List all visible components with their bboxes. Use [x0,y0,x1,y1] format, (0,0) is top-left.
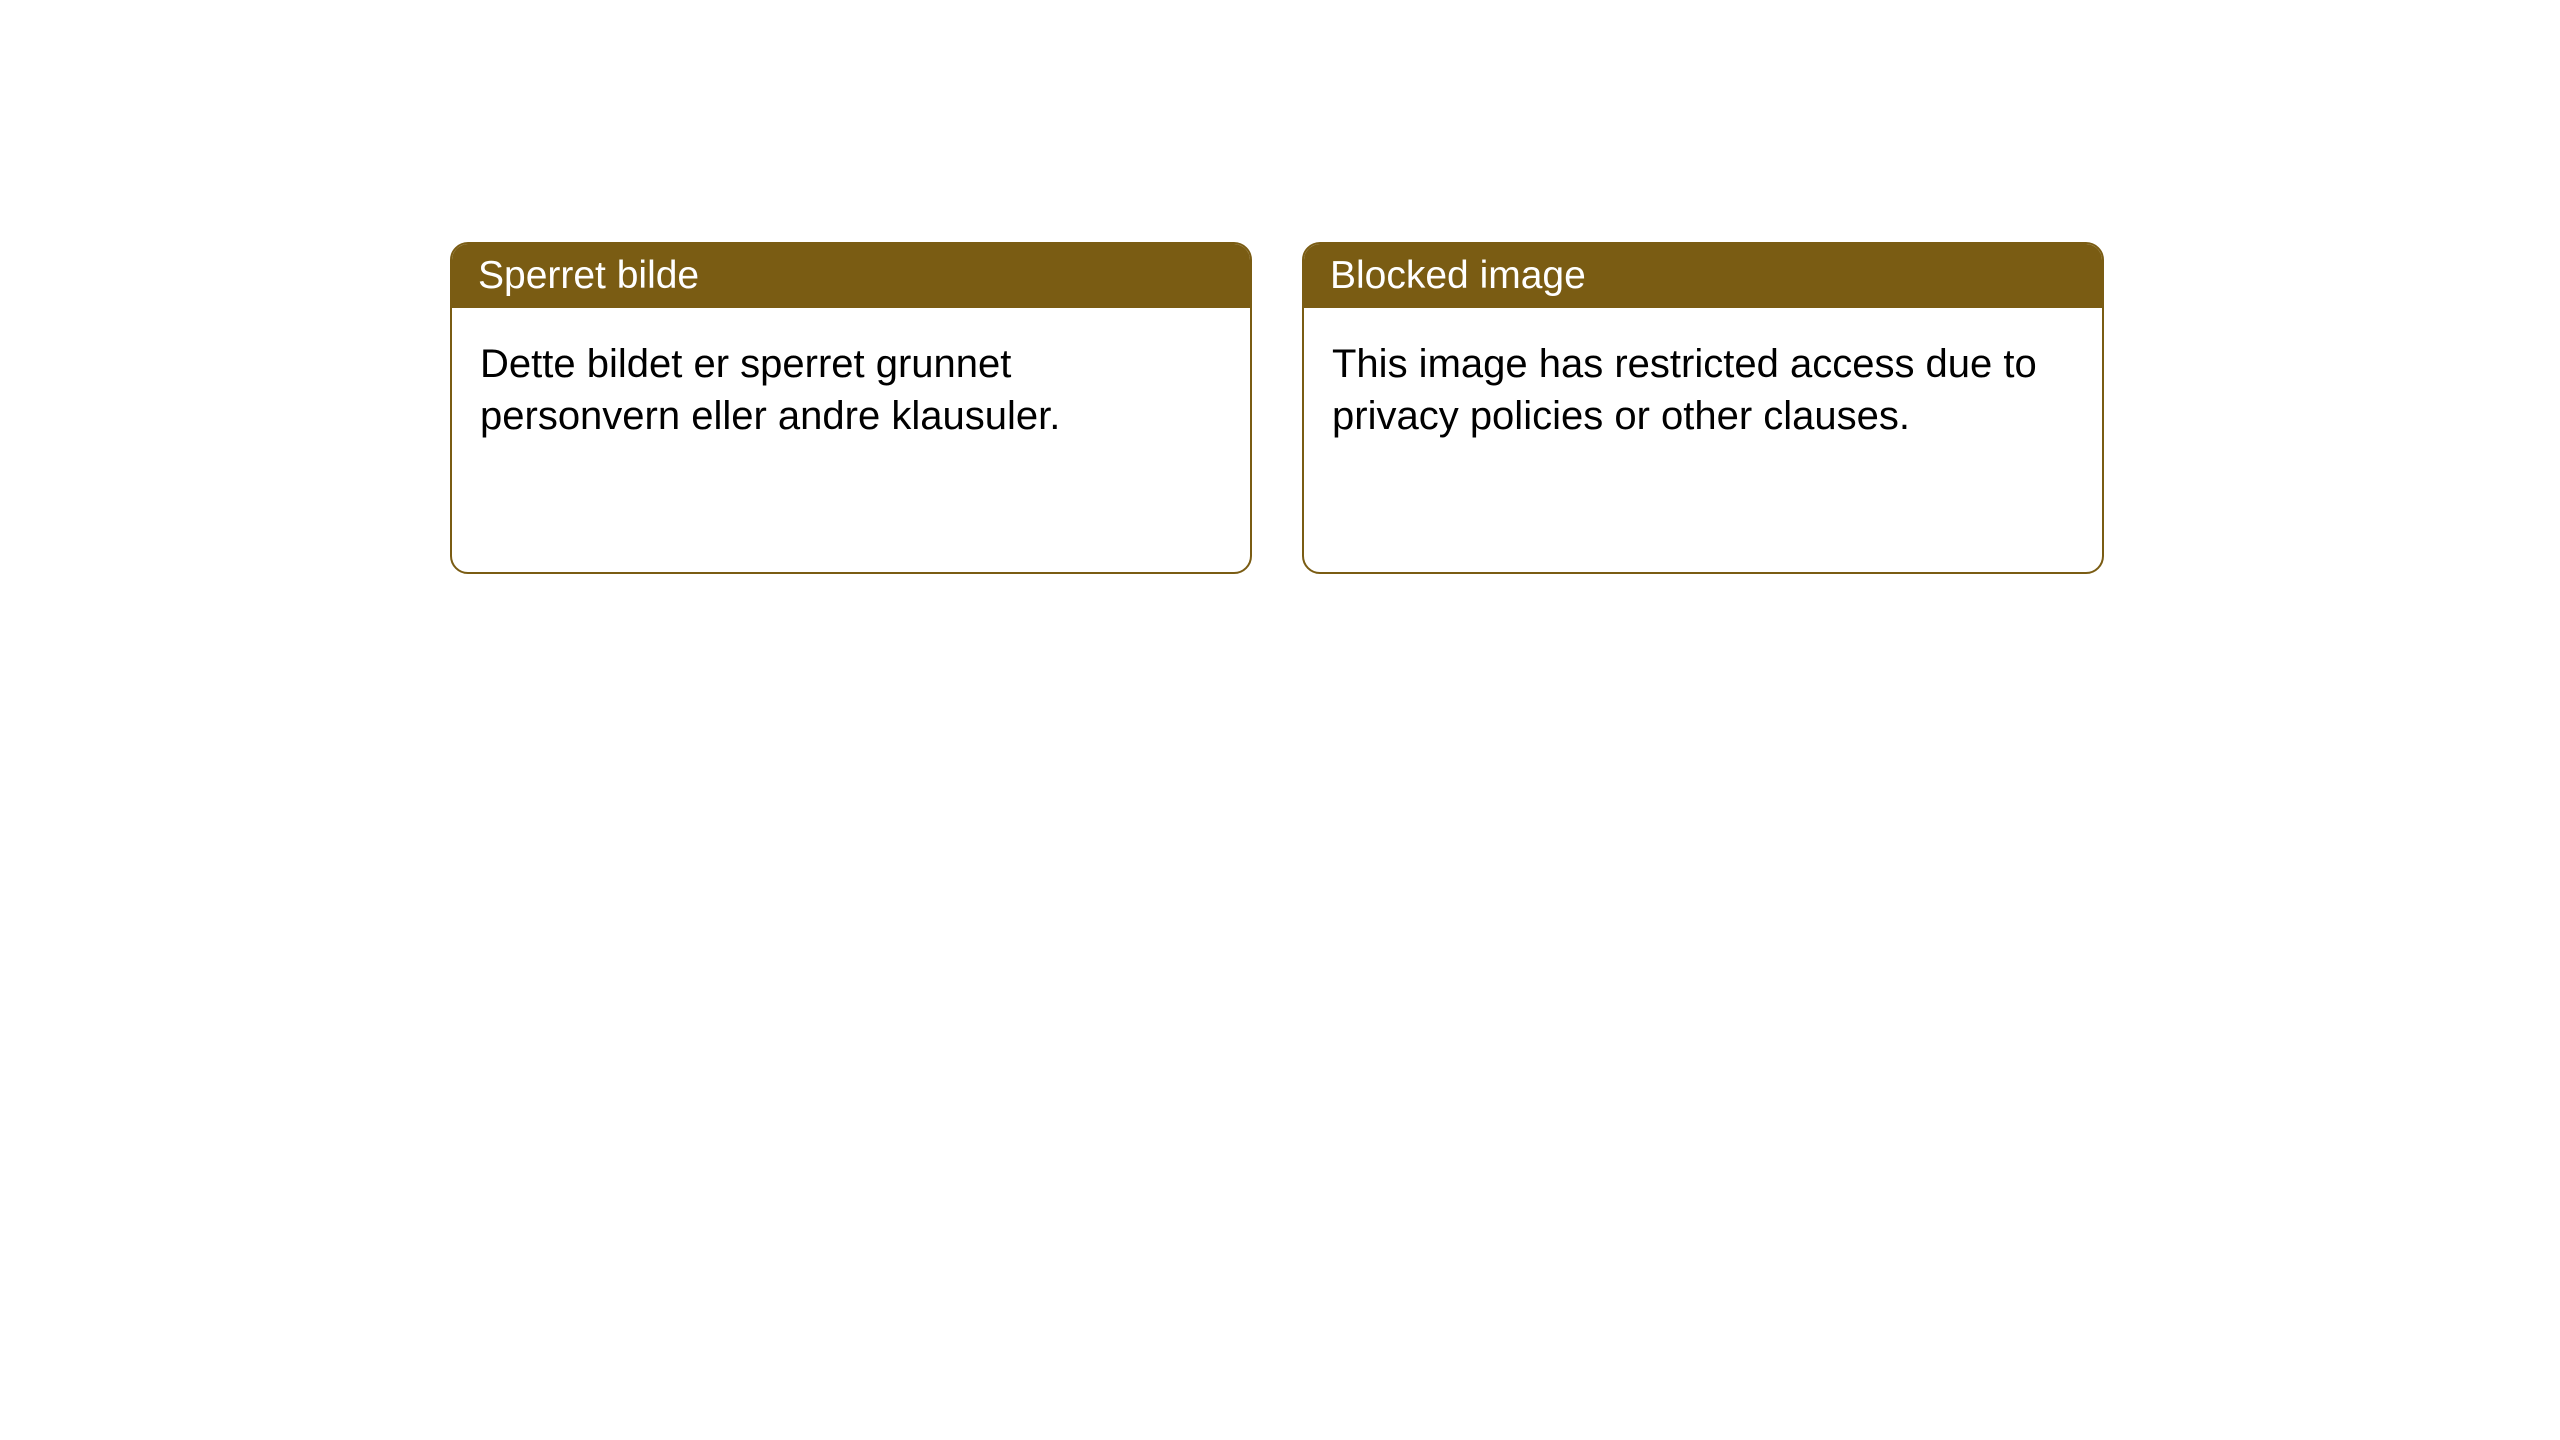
notice-body-text: This image has restricted access due to … [1332,342,2037,438]
notice-body-text: Dette bildet er sperret grunnet personve… [480,342,1060,438]
notice-title: Sperret bilde [478,254,699,297]
notice-header: Blocked image [1304,244,2102,308]
notice-box-norwegian: Sperret bilde Dette bildet er sperret gr… [450,242,1252,574]
notice-body: This image has restricted access due to … [1304,308,2102,472]
notice-header: Sperret bilde [452,244,1250,308]
notice-container: Sperret bilde Dette bildet er sperret gr… [0,0,2560,574]
notice-body: Dette bildet er sperret grunnet personve… [452,308,1250,472]
notice-box-english: Blocked image This image has restricted … [1302,242,2104,574]
notice-title: Blocked image [1330,254,1586,297]
